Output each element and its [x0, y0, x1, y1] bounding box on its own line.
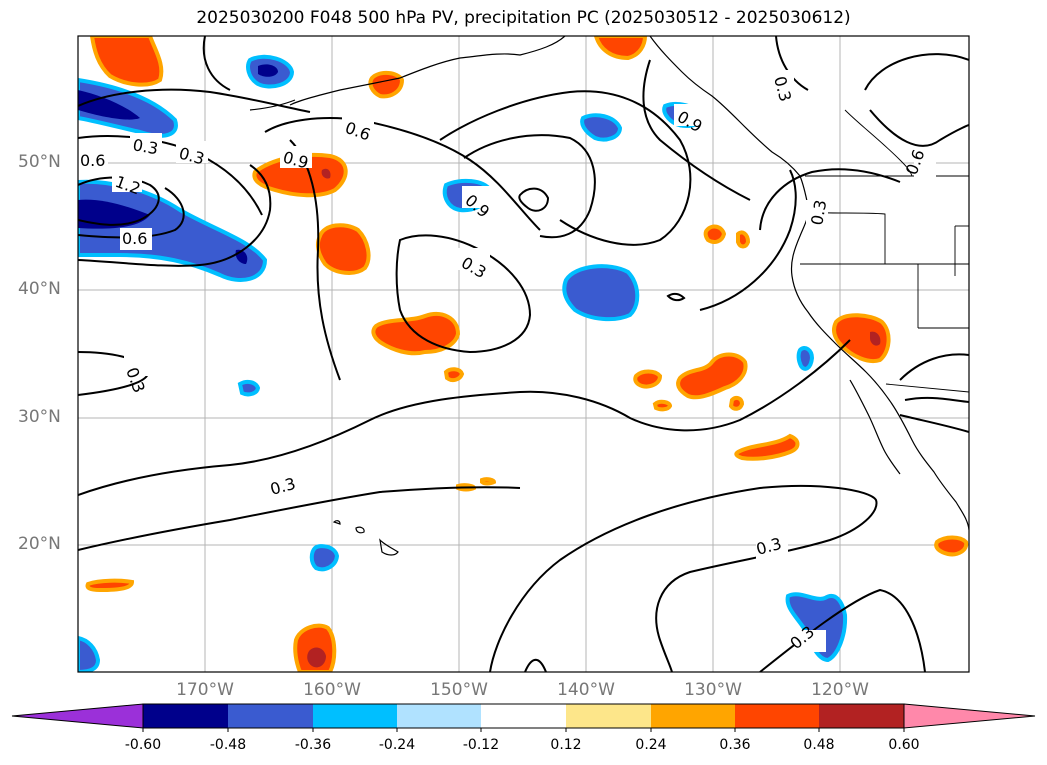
longitude-label: 150°W — [430, 680, 488, 700]
colorbar-segment — [651, 704, 735, 728]
colorbar-segment — [481, 704, 566, 728]
contour-label: 0.6 — [80, 151, 105, 170]
pos-blob-33n-137w — [633, 369, 663, 389]
latitude-label: 20°N — [18, 534, 61, 554]
colorbar-segment — [819, 704, 904, 728]
pos-blob-32n-148w — [443, 367, 465, 383]
pos-blob-19n-172w — [85, 578, 135, 593]
colorbar-extend-high — [903, 703, 1036, 729]
positive-anomaly-regions — [85, 36, 969, 672]
contour-label-backgrounds — [78, 70, 936, 652]
neg-blob-aleutians — [78, 77, 178, 138]
colorbar-tick-label: 0.60 — [888, 737, 920, 753]
pos-blob-31n-131w — [728, 395, 745, 411]
pos-blob-37n-120w — [832, 313, 891, 363]
map-title: 2025030200 F048 500 hPa PV, precipitatio… — [196, 8, 851, 28]
latitude-label: 40°N — [18, 279, 61, 299]
contour-label: 0.3 — [131, 135, 159, 158]
longitude-label: 160°W — [303, 680, 361, 700]
gridlines — [78, 36, 969, 672]
colorbar-segment — [228, 704, 313, 728]
colorbar-tick-label: -0.60 — [124, 737, 162, 753]
colorbar-tick-label: -0.24 — [378, 737, 416, 753]
pv-contours — [78, 36, 969, 672]
neg-blob-bc-coast — [580, 113, 623, 142]
colorbar-tick-label: 0.36 — [719, 737, 751, 753]
neg-blob-40n-140w — [562, 264, 640, 322]
pos-blob-se-ak — [593, 36, 648, 61]
pos-blob-20n-112w — [934, 535, 969, 557]
colorbar-extend-low — [11, 703, 144, 729]
colorbar-tick-label: -0.36 — [294, 737, 332, 753]
pos-blob-28n-125w — [734, 433, 800, 461]
colorbar-segment — [566, 704, 651, 728]
latitude-label: 30°N — [18, 407, 61, 427]
colorbar-tick-label: 0.12 — [550, 737, 582, 753]
contour-label: 0.6 — [122, 229, 147, 248]
positive-max-regions — [307, 168, 881, 668]
map-frame — [77, 35, 970, 673]
neg-blob-small-32n — [237, 379, 261, 397]
borders — [800, 109, 969, 393]
longitude-label: 170°W — [176, 680, 234, 700]
pos-blob-31n-135w — [652, 399, 673, 412]
colorbar-tick-label: -0.48 — [209, 737, 247, 753]
colorbar-tick-label: 0.48 — [803, 737, 835, 753]
latitude-label: 50°N — [18, 152, 61, 172]
coastlines — [249, 36, 969, 556]
pos-blob-alaska-pen — [368, 71, 405, 99]
colorbar — [11, 703, 1036, 732]
longitude-label: 140°W — [557, 680, 615, 700]
colorbar-segment — [143, 704, 228, 728]
neg-blob-ca-coast — [796, 346, 815, 371]
negative-max-regions — [78, 64, 278, 264]
colorbar-tick-label: 0.24 — [635, 737, 667, 753]
longitude-label: 130°W — [684, 680, 742, 700]
neg-blob-hawaii — [309, 544, 340, 572]
pos-blob-43n-127w — [736, 230, 751, 249]
pos-blob-24n-148w — [480, 477, 497, 486]
pos-blob-44n-157w — [315, 223, 371, 275]
colorbar-tick-label: -0.12 — [462, 737, 500, 753]
pos-blob-43n-129w — [703, 224, 727, 244]
colorbar-segment — [397, 704, 481, 728]
pos-blob-nw-corner — [89, 36, 164, 87]
contour-label: 0.3 — [807, 198, 830, 226]
colorbar-segment — [313, 704, 397, 728]
longitude-label: 120°W — [811, 680, 869, 700]
pos-blob-34n-130w — [676, 352, 748, 400]
colorbar-segment — [735, 704, 819, 728]
map-area — [78, 36, 969, 672]
